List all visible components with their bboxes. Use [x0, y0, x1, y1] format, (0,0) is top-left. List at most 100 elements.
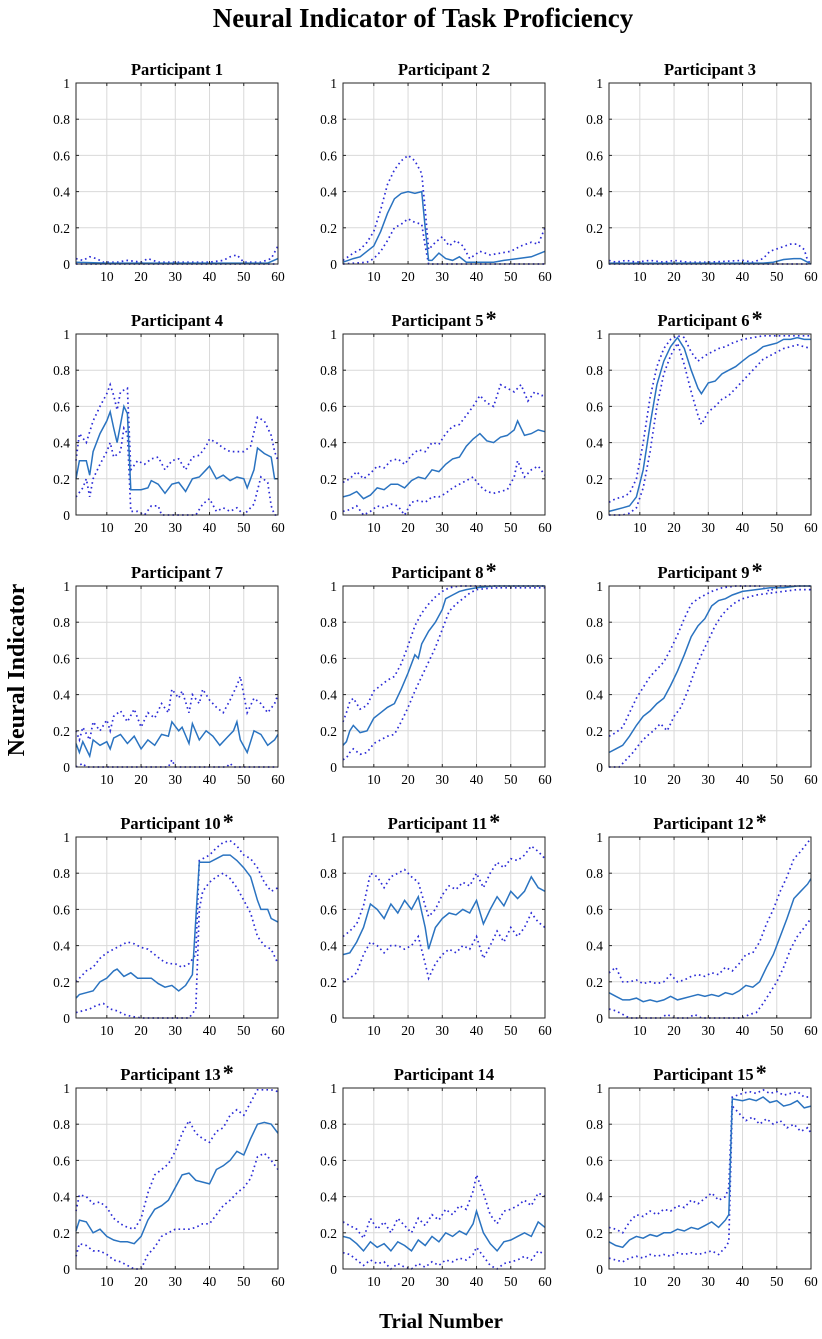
y-tick-label: 0: [63, 1011, 70, 1026]
y-tick-label: 0.8: [320, 866, 337, 881]
panel-12: 10 20 30 40 50 60 0 0.2 0.4 0.6 0.8 1 Participant 12…: [586, 809, 818, 1038]
y-tick-label: 0.8: [53, 615, 70, 630]
x-tick-label: 20: [401, 520, 415, 535]
panel-title: Participant 4: [131, 311, 223, 330]
y-tick-label: 0.4: [53, 436, 70, 451]
y-tick-label: 1: [330, 579, 337, 594]
x-tick-label: 30: [169, 269, 183, 284]
panel-title: Participant 1: [131, 60, 223, 79]
x-tick-label: 20: [401, 1023, 415, 1038]
figure-title: Neural Indicator of Task Proficiency: [213, 3, 634, 33]
x-tick-label: 10: [633, 1023, 647, 1038]
y-tick-label: 0.6: [53, 902, 70, 917]
y-tick-label: 0.6: [586, 902, 603, 917]
x-tick-label: 20: [401, 772, 415, 787]
lower-bound-line: [75, 757, 278, 768]
y-tick-label: 0.6: [320, 902, 337, 917]
significance-star: *: [756, 809, 767, 834]
x-tick-label: 40: [470, 520, 484, 535]
lower-bound-line: [609, 588, 811, 768]
y-tick-label: 1: [596, 1081, 603, 1096]
mean-line: [75, 719, 279, 759]
axes-frame: [608, 82, 812, 265]
x-tick-label: 30: [169, 1023, 183, 1038]
x-tick-label: 10: [100, 772, 114, 787]
y-tick-label: 0.4: [53, 939, 70, 954]
upper-bound-line: [75, 1088, 279, 1231]
y-tick-label: 0.4: [320, 1190, 337, 1205]
panel-title: Participant 9*: [657, 558, 762, 583]
significance-star: *: [489, 809, 500, 834]
x-tick-label: 30: [702, 1274, 716, 1289]
y-tick-label: 0.8: [586, 1117, 603, 1132]
y-tick-label: 1: [330, 830, 337, 845]
panel-15: 10 20 30 40 50 60 0 0.2 0.4 0.6 0.8 1 Participant 15…: [586, 1060, 818, 1289]
x-tick-label: 20: [134, 1023, 148, 1038]
x-tick-label: 10: [633, 1274, 647, 1289]
y-tick-label: 0: [330, 257, 337, 272]
lower-bound-line: [75, 1152, 279, 1270]
significance-star: *: [756, 1060, 767, 1085]
y-tick-label: 0.2: [586, 724, 603, 739]
upper-bound-line: [75, 382, 279, 473]
panel-title: Participant 5*: [391, 306, 496, 331]
x-tick-label: 60: [804, 1023, 818, 1038]
axes-frame: [342, 82, 546, 265]
lower-bound-line: [75, 872, 279, 1019]
y-tick-label: 0.2: [586, 975, 603, 990]
x-tick-label: 40: [736, 269, 750, 284]
y-tick-label: 0.4: [586, 688, 603, 703]
panel-title: Participant 11*: [388, 809, 500, 834]
mean-line: [75, 404, 278, 495]
y-tick-label: 0.8: [586, 363, 603, 378]
axes-frame: [75, 82, 279, 265]
y-tick-label: 0.4: [53, 688, 70, 703]
axes-frame: [608, 836, 812, 1019]
x-axis-label: Trial Number: [379, 1309, 503, 1333]
panel-title: Participant 7: [131, 563, 223, 582]
x-tick-label: 40: [203, 1023, 217, 1038]
y-tick-label: 0.6: [586, 1153, 603, 1168]
x-tick-label: 10: [367, 772, 381, 787]
x-tick-label: 50: [237, 269, 251, 284]
x-tick-label: 60: [538, 1023, 552, 1038]
x-tick-label: 50: [237, 1023, 251, 1038]
y-tick-label: 0.2: [320, 975, 337, 990]
x-tick-label: 50: [504, 1274, 518, 1289]
y-tick-label: 0.4: [320, 436, 337, 451]
mean-line: [342, 585, 545, 746]
mean-line: [342, 418, 546, 500]
y-tick-label: 1: [63, 1081, 70, 1096]
y-tick-label: 0: [63, 257, 70, 272]
y-tick-label: 0.4: [586, 436, 603, 451]
y-tick-label: 1: [596, 830, 603, 845]
panel-5: 10 20 30 40 50 60 0 0.2 0.4 0.6 0.8 1 Participant 5*: [320, 306, 552, 535]
significance-star: *: [223, 1060, 234, 1085]
x-tick-label: 50: [770, 1274, 784, 1289]
mean-line: [608, 336, 811, 513]
y-tick-label: 1: [330, 76, 337, 91]
y-tick-label: 0.8: [586, 866, 603, 881]
lower-bound-line: [75, 425, 278, 517]
x-tick-label: 50: [770, 269, 784, 284]
y-tick-label: 0.2: [586, 472, 603, 487]
x-tick-label: 60: [271, 269, 285, 284]
axes-frame: [608, 585, 812, 768]
y-tick-label: 0.6: [53, 148, 70, 163]
x-tick-label: 10: [100, 1274, 114, 1289]
panel-6: 10 20 30 40 50 60 0 0.2 0.4 0.6 0.8 1 Participant 6*: [586, 306, 818, 535]
y-tick-label: 0: [63, 508, 70, 523]
x-tick-label: 30: [702, 269, 716, 284]
x-tick-label: 50: [237, 520, 251, 535]
y-tick-label: 0.4: [320, 185, 337, 200]
x-tick-label: 50: [504, 1023, 518, 1038]
panel-title: Participant 6*: [657, 306, 762, 331]
y-tick-label: 0.2: [320, 724, 337, 739]
panel-10: 10 20 30 40 50 60 0 0.2 0.4 0.6 0.8 1 Participant 10…: [53, 809, 285, 1038]
x-tick-label: 60: [271, 520, 285, 535]
y-tick-label: 1: [596, 327, 603, 342]
y-tick-label: 0.6: [320, 1153, 337, 1168]
upper-bound-line: [75, 245, 279, 264]
x-tick-label: 20: [134, 1274, 148, 1289]
